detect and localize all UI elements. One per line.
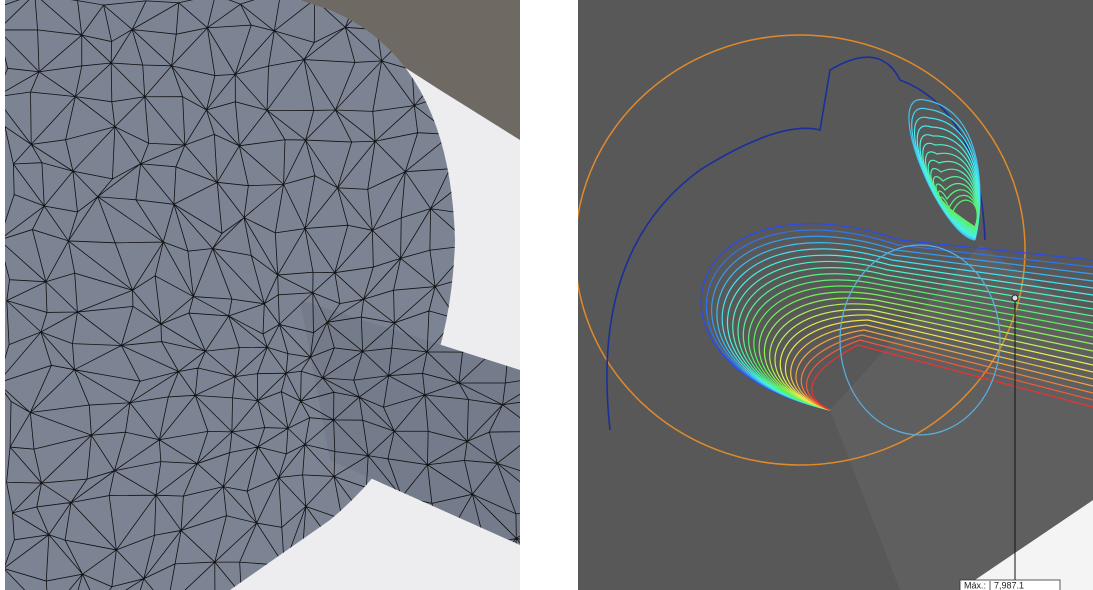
section-contour (839, 244, 1001, 436)
outer-contour (578, 34, 1026, 466)
contour (806, 339, 1093, 411)
contour (795, 329, 1093, 411)
probe-point (1011, 294, 1019, 302)
contour (779, 314, 1093, 411)
probe-box (959, 579, 1061, 590)
contour-lines (700, 99, 1093, 411)
mesh-lines (5, 0, 520, 590)
contour-panel: Máx.: 7,987.1 (578, 0, 1093, 590)
contour (785, 319, 1093, 411)
mesh-edges (5, 0, 520, 590)
shaft (300, 300, 520, 545)
contour (748, 279, 1093, 411)
lobe-contour (942, 199, 978, 228)
mesh-panel (5, 0, 520, 590)
contour (800, 334, 1093, 411)
probe-value: 7,987.1 (994, 580, 1024, 590)
blue-contour (606, 56, 986, 431)
probe-label: Máx.: (964, 580, 986, 590)
contour (811, 344, 1093, 411)
contour (790, 324, 1093, 411)
